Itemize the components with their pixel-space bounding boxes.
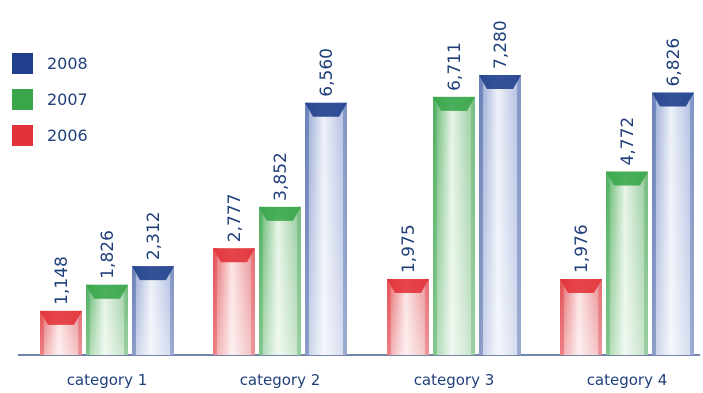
- legend-label-2007: 2007: [47, 89, 88, 109]
- value-label-2007-2: 3,852: [271, 152, 291, 201]
- legend-swatch-2006: [12, 124, 33, 146]
- bar-2008-4: [652, 92, 694, 355]
- value-label-2006-1: 1,148: [52, 256, 72, 305]
- legend-swatch-2008: [12, 52, 33, 74]
- value-label-2006-2: 2,777: [225, 194, 245, 243]
- legend-swatch-2007: [12, 88, 33, 110]
- value-label-2006-3: 1,975: [399, 224, 419, 273]
- bar-2008-1: [132, 266, 174, 355]
- value-label-2008-4: 6,826: [664, 38, 684, 87]
- category-label-3: category 3: [414, 371, 495, 389]
- bar-2007-4: [606, 171, 648, 355]
- bar-2007-3: [433, 96, 475, 355]
- category-label-4: category 4: [587, 371, 668, 389]
- legend: 2008 2007 2006: [12, 52, 88, 160]
- legend-item-2008: 2008: [12, 52, 88, 74]
- bar-2008-3: [479, 75, 521, 355]
- bar-2007-1: [86, 284, 128, 355]
- bar-2008-2: [305, 102, 347, 355]
- legend-item-2006: 2006: [12, 124, 88, 146]
- legend-label-2006: 2006: [47, 125, 88, 145]
- value-label-2007-3: 6,711: [445, 42, 465, 91]
- bar-2006-4: [560, 279, 602, 355]
- legend-label-2008: 2008: [47, 53, 88, 73]
- value-label-2007-4: 4,772: [618, 117, 638, 166]
- value-label-2008-3: 7,280: [491, 20, 511, 69]
- value-label-2008-1: 2,312: [144, 211, 164, 260]
- bar-2006-1: [40, 310, 82, 355]
- legend-item-2007: 2007: [12, 88, 88, 110]
- bar-2007-2: [259, 206, 301, 355]
- bar-2006-3: [387, 279, 429, 355]
- value-label-2006-4: 1,976: [572, 224, 592, 273]
- value-label-2008-2: 6,560: [317, 48, 337, 97]
- value-label-2007-1: 1,826: [98, 230, 118, 279]
- bar-2006-2: [213, 248, 255, 355]
- category-label-1: category 1: [67, 371, 148, 389]
- category-label-2: category 2: [240, 371, 321, 389]
